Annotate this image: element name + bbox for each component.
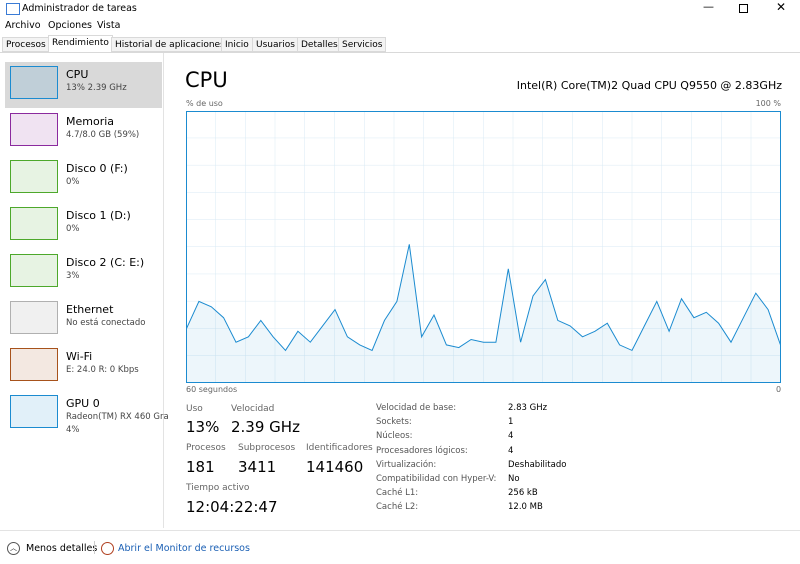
sidebar-thumbnail[interactable]	[10, 66, 58, 99]
detail-value: 2.83 GHz	[508, 403, 548, 413]
sidebar-thumbnail[interactable]	[10, 348, 58, 381]
close-button[interactable]: ✕	[776, 0, 787, 14]
detail-label: Velocidad de base:	[376, 403, 457, 413]
sidebar-item-name[interactable]: CPU	[66, 68, 89, 81]
stat-label: Subprocesos	[238, 443, 296, 453]
stat-value: 181	[186, 458, 215, 476]
app-icon	[6, 3, 20, 15]
tab-active[interactable]: Rendimiento	[48, 35, 113, 53]
monitor-icon[interactable]	[101, 542, 114, 555]
detail-label: Virtualización:	[376, 459, 437, 470]
detail-label: Procesadores lógicos:	[376, 445, 468, 456]
sidebar-item-detail[interactable]: 13% 2.39 GHz	[66, 83, 127, 93]
menu-item[interactable]: Archivo	[5, 20, 41, 31]
graph-x-label: 60 segundos	[186, 385, 238, 394]
tab[interactable]: Servicios	[338, 37, 387, 52]
detail-value: No	[508, 474, 520, 484]
tab-border	[0, 52, 800, 53]
sidebar-thumbnail[interactable]	[10, 160, 58, 193]
cpu-graph	[186, 111, 781, 383]
sidebar-item-detail[interactable]: 4.7/8.0 GB (59%)	[66, 130, 140, 140]
sidebar-item-name[interactable]: Disco 0 (F:)	[66, 162, 128, 175]
sidebar-item-name[interactable]: Memoria	[66, 115, 115, 128]
stat-label: Identificadores	[306, 443, 373, 453]
menu-item[interactable]: Opciones	[48, 20, 92, 31]
sidebar-item-detail[interactable]: 4%	[66, 425, 80, 435]
sidebar-item-detail[interactable]: E: 24.0 R: 0 Kbps	[66, 365, 139, 375]
less-details-icon[interactable]: ︿	[7, 542, 20, 555]
sidebar-item-detail[interactable]: 0%	[66, 177, 80, 187]
footer-border	[0, 530, 800, 531]
sidebar-item-name[interactable]: Wi-Fi	[66, 350, 93, 363]
graph-y-max-label: 100 %	[755, 99, 781, 108]
sidebar-selected[interactable]	[5, 62, 162, 108]
stat-label: Tiempo activo	[186, 483, 250, 493]
sidebar-item-name[interactable]: Ethernet	[66, 303, 114, 316]
graph-border	[186, 111, 781, 383]
sidebar-item-detail[interactable]: 0%	[66, 224, 80, 234]
graph-area	[186, 244, 781, 383]
minimize-button[interactable]: —	[703, 0, 714, 13]
tab[interactable]: Procesos	[2, 37, 50, 52]
detail-value: 4	[508, 431, 514, 442]
maximize-button[interactable]	[739, 4, 748, 13]
detail-value: Deshabilitado	[508, 459, 567, 470]
window-title: Administrador de tareas	[22, 3, 137, 14]
sidebar-item-name[interactable]: Disco 2 (C: E:)	[66, 256, 145, 269]
detail-value: 4	[508, 445, 514, 456]
stat-value: 13%	[186, 418, 220, 436]
tab[interactable]: Historial de aplicaciones	[111, 37, 229, 52]
sidebar-item-detail[interactable]: Radeon(TM) RX 460 Gra	[66, 412, 169, 422]
detail-value: 256 kB	[508, 488, 538, 499]
sidebar-thumbnail[interactable]	[10, 301, 58, 334]
detail-label: Núcleos:	[376, 431, 413, 442]
detail-label: Sockets:	[376, 417, 412, 428]
stat-value: 12:04:22:47	[186, 498, 278, 516]
graph-x-end-label: 0	[776, 385, 782, 394]
stat-label: Velocidad	[231, 404, 275, 414]
graph-y-label: % de uso	[186, 99, 223, 108]
detail-label: Caché L1:	[376, 488, 419, 499]
resource-monitor-link[interactable]: Abrir el Monitor de recursos	[118, 543, 250, 554]
stat-value: 2.39 GHz	[231, 418, 300, 436]
sidebar-item-name[interactable]: Disco 1 (D:)	[66, 209, 131, 222]
stat-label: Procesos	[186, 443, 226, 453]
sidebar-thumbnail[interactable]	[10, 254, 58, 287]
stat-value: 3411	[238, 458, 277, 476]
sidebar-item-detail[interactable]: No está conectado	[66, 318, 146, 328]
cpu-usage-line	[186, 244, 781, 352]
detail-label: Compatibilidad con Hyper-V:	[376, 474, 497, 484]
sidebar-divider	[163, 53, 164, 528]
sidebar-item-name[interactable]: GPU 0	[66, 397, 100, 410]
detail-value: 1	[508, 417, 514, 428]
sidebar-item-detail[interactable]: 3%	[66, 271, 80, 281]
less-details-link[interactable]: Menos detalles	[26, 543, 98, 554]
tab[interactable]: Inicio	[221, 37, 253, 52]
cpu-model: Intel(R) Core(TM)2 Quad CPU Q9550 @ 2.83…	[516, 79, 782, 92]
sidebar-thumbnail[interactable]	[10, 113, 58, 146]
stat-label: Uso	[186, 404, 203, 414]
sidebar-thumbnail[interactable]	[10, 207, 58, 240]
detail-value: 12.0 MB	[508, 502, 543, 513]
page-title: CPU	[185, 68, 228, 92]
tab[interactable]: Detalles	[297, 37, 342, 52]
graph-grid	[186, 111, 781, 383]
menu-item[interactable]: Vista	[97, 20, 121, 31]
detail-label: Caché L2:	[376, 502, 419, 513]
footer-separator	[94, 541, 95, 554]
stat-value: 141460	[306, 458, 364, 476]
sidebar-thumbnail[interactable]	[10, 395, 58, 428]
tab[interactable]: Usuarios	[252, 37, 299, 52]
